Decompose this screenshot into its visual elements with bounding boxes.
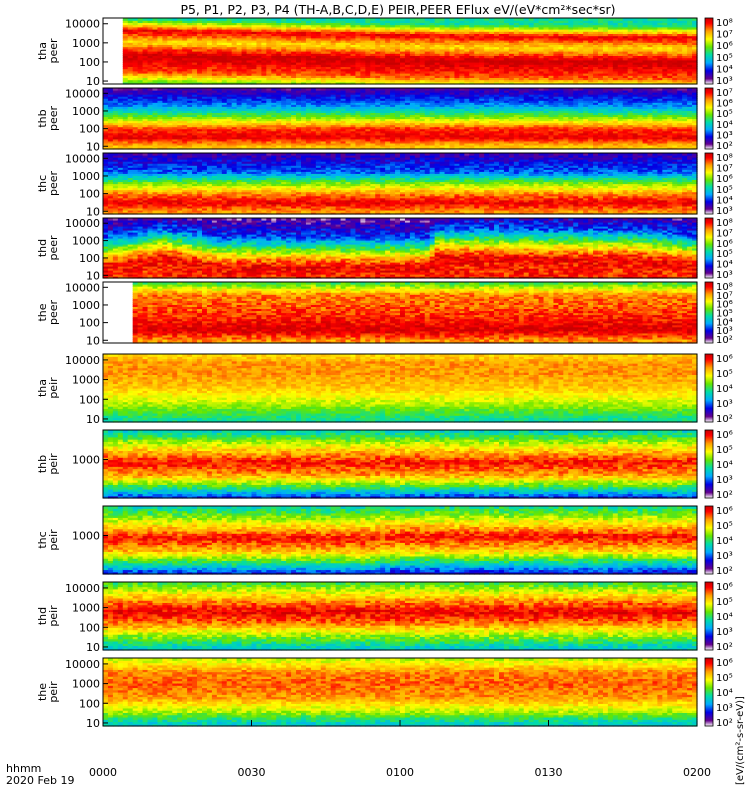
- multi-panel-spectrogram: P5, P1, P2, P3, P4 (TH-A,B,C,D,E) PEIR,P…: [0, 0, 750, 800]
- chart-title: P5, P1, P2, P3, P4 (TH-A,B,C,D,E) PEIR,P…: [180, 2, 615, 17]
- panels-group: 10100100010000thapeer10³10⁴10⁵10⁶10⁷10⁸1…: [36, 18, 733, 730]
